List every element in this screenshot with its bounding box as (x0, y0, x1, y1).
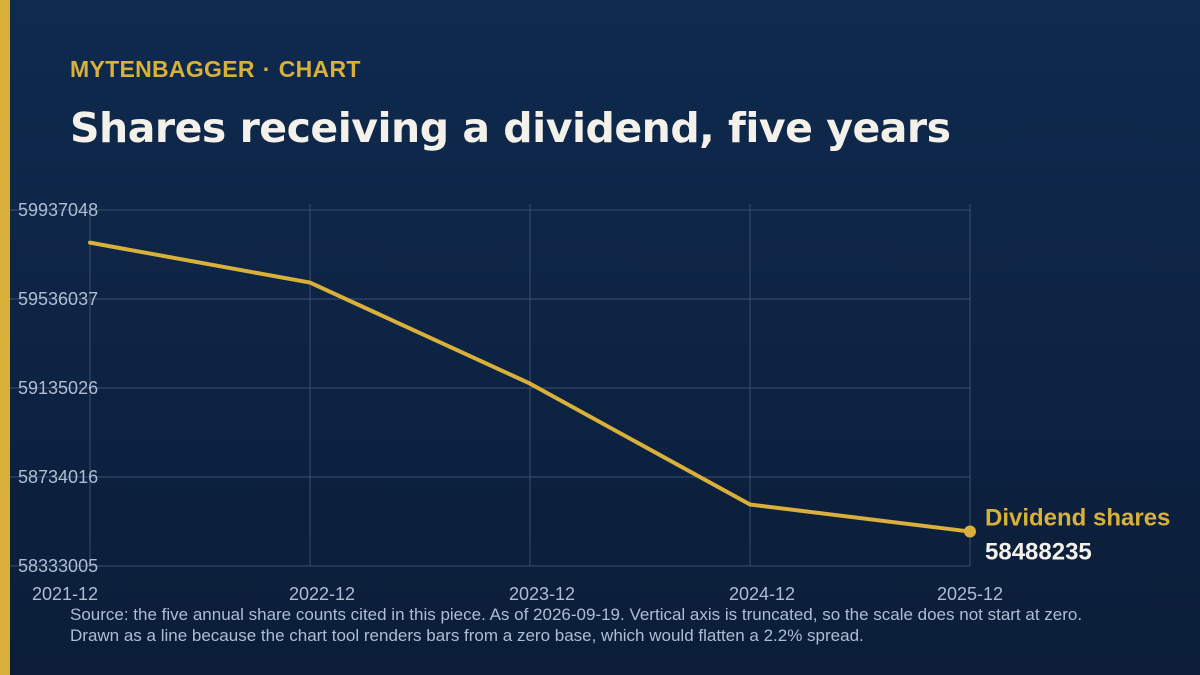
series-name-label: Dividend shares (985, 505, 1170, 532)
chart-series: Dividend shares 58488235 (88, 240, 1170, 566)
source-note: Source: the five annual share counts cit… (70, 605, 1083, 645)
x-tick-label: 2023-12 (509, 584, 575, 604)
kicker-separator: · (262, 56, 271, 82)
kicker-brand: MYTENBAGGER (70, 56, 255, 82)
y-tick-label: 59536037 (18, 289, 98, 309)
kicker: MYTENBAGGER · CHART (70, 56, 361, 83)
x-tick-label: 2025-12 (937, 584, 1003, 604)
y-tick-label: 58734016 (18, 467, 98, 487)
x-tick-label: 2021-12 (32, 584, 98, 604)
series-end-point (964, 525, 976, 538)
kicker-section: CHART (278, 56, 361, 82)
accent-bar (0, 0, 10, 675)
series-line (88, 240, 972, 534)
page-title: Shares receiving a dividend, five years (70, 104, 951, 152)
y-axis-ticks: 58333005 58734016 59135026 59536037 59937048 (18, 200, 98, 576)
y-tick-label: 58333005 (18, 556, 98, 576)
x-tick-label: 2022-12 (289, 584, 355, 604)
y-tick-label: 59937048 (18, 200, 98, 220)
x-axis-ticks: 2021-12 2022-12 2023-12 2024-12 2025-12 (32, 584, 1003, 604)
y-tick-label: 59135026 (18, 378, 98, 398)
series-value-label: 58488235 (985, 539, 1092, 566)
x-tick-label: 2024-12 (729, 584, 795, 604)
chart-grid (10, 204, 971, 567)
